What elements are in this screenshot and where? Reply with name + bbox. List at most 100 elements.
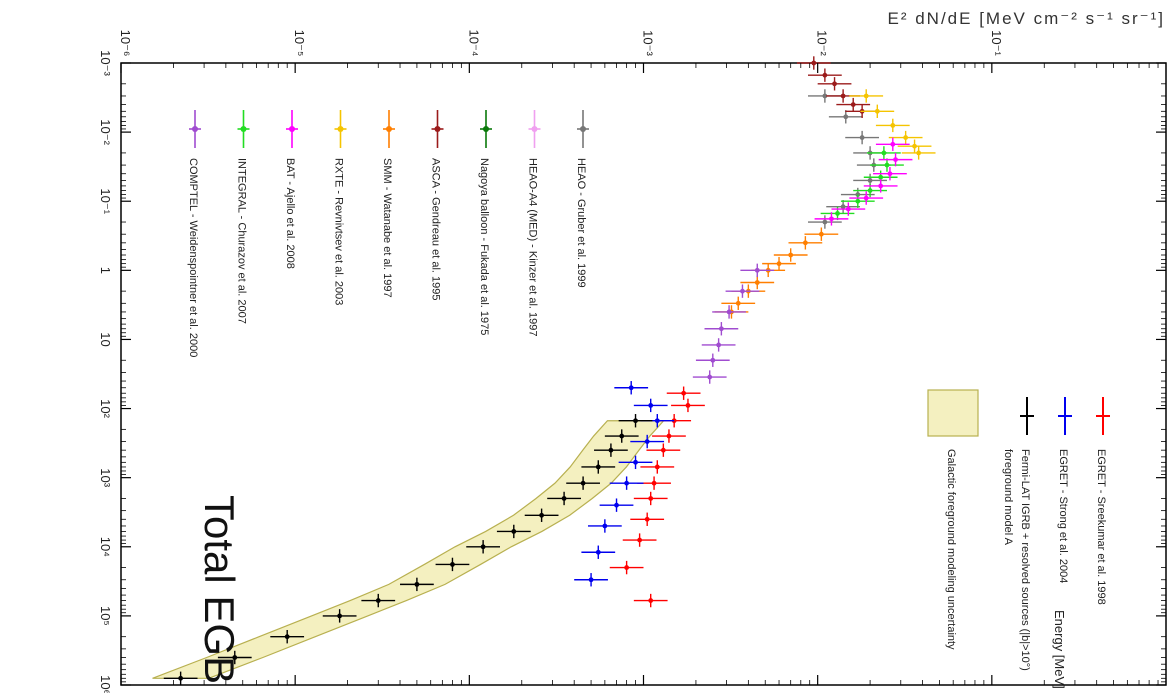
x-tick-label: 10⁴ (98, 537, 113, 557)
legend-layer: COMPTEL - Weidenspointner et al. 2000 INT… (187, 110, 1110, 671)
legend-label: HEAO - Gruber et al. 1999 (575, 158, 587, 288)
data-point (845, 206, 851, 212)
data-point (916, 150, 922, 156)
data-point (776, 261, 782, 267)
legend-label: EGRET - Sreekumar et al. 1998 (1095, 449, 1107, 605)
data-point (802, 240, 808, 246)
series-egret (609, 386, 705, 608)
data-point (884, 162, 890, 168)
data-point (874, 108, 880, 114)
data-point (788, 252, 794, 258)
fermi-uncertainty-band (152, 420, 665, 679)
series-asca (796, 56, 880, 119)
x-tick-label: 10⁻² (98, 119, 113, 145)
data-point (867, 188, 873, 193)
series-smm (714, 227, 839, 319)
data-point (511, 529, 517, 534)
data-point (887, 171, 893, 177)
x-tick-label: 10⁶ (98, 675, 113, 693)
x-tick-label: 10 (98, 332, 113, 346)
data-point (648, 402, 654, 408)
data-point (178, 675, 184, 681)
data-point (624, 480, 630, 486)
data-point (595, 464, 601, 470)
data-point (754, 280, 760, 285)
data-point (628, 385, 634, 391)
data-point (666, 433, 672, 439)
data-point (855, 198, 861, 204)
legend-label: COMPTEL - Weidenspointner et al. 2000 (187, 158, 199, 357)
x-tick-label: 10⁻¹ (98, 188, 113, 214)
series-comptel (692, 263, 775, 384)
data-point (863, 195, 869, 201)
data-point (654, 464, 660, 470)
data-point (707, 374, 713, 380)
data-point (539, 512, 545, 518)
data-point (867, 178, 873, 183)
data-point (912, 143, 917, 149)
data-point (903, 135, 909, 140)
data-point (660, 447, 666, 453)
data-point (818, 231, 824, 237)
x-tick-label: 10⁵ (98, 606, 113, 626)
data-point (716, 342, 722, 348)
data-point (375, 598, 381, 603)
data-point (840, 93, 846, 99)
x-tick-label: 10⁻³ (98, 50, 113, 76)
data-point (890, 123, 896, 128)
y-tick-label: 10⁻⁴ (466, 30, 481, 57)
data-point (835, 210, 840, 216)
data-point (637, 537, 643, 543)
data-point (450, 562, 455, 567)
data-point (608, 447, 614, 453)
y-tick-label: 10⁻⁵ (292, 30, 307, 57)
data-point (735, 300, 741, 306)
legend-label: HEAO-A4 (MED) - Kinzer et al. 1997 (527, 158, 539, 337)
total-egb-annotation: Total EGB (196, 495, 243, 684)
y-tick-label: 10⁻⁶ (118, 30, 133, 57)
data-point (337, 613, 343, 619)
data-point (878, 174, 884, 180)
legend-label: RXTE - Revnivtsev et al. 2003 (333, 158, 345, 305)
series-fermi-lat (163, 414, 653, 685)
data-point (588, 577, 594, 583)
legend-marker (386, 126, 392, 132)
data-point (863, 93, 869, 99)
data-point (681, 390, 687, 396)
data-point (651, 480, 657, 486)
data-point (414, 581, 420, 587)
plot-frame (120, 62, 1167, 686)
data-point (644, 439, 650, 444)
data-point (619, 433, 625, 439)
y-tick-label: 10⁻¹ (989, 30, 1004, 56)
series-rxte (849, 89, 936, 160)
legend-marker (580, 126, 586, 132)
data-point (602, 523, 608, 529)
legend-label: INTEGRAL - Churazov et al. 2007 (236, 158, 248, 324)
data-point (718, 326, 724, 332)
y-tick-label: 10⁻² (815, 30, 830, 56)
legend-marker (483, 126, 489, 132)
legend-label: BAT - Ajello et al. 2008 (284, 158, 296, 269)
data-point (232, 655, 238, 660)
data-point (832, 81, 837, 87)
y-tick-label: 10⁻³ (641, 30, 656, 56)
data-point (822, 219, 828, 225)
x-tick-label: 10² (98, 399, 113, 418)
series-bat (814, 137, 913, 226)
data-point (633, 418, 638, 424)
data-point (561, 496, 567, 501)
axis-layer: 10⁻³ 10⁻² 10⁻¹ 1 10 10² 10³ 10⁴ 10⁵ 10⁶ 10⁻⁶ 10⁻⁵ 10… (98, 30, 1166, 693)
data-point (840, 204, 846, 210)
legend-marker (434, 126, 441, 132)
data-point (754, 267, 760, 273)
data-point (648, 496, 654, 501)
data-point (614, 502, 619, 508)
data-point (740, 288, 745, 294)
data-point (654, 418, 660, 424)
legend-marker (289, 126, 295, 132)
data-point (480, 544, 486, 550)
data-point (859, 135, 865, 140)
data-point (284, 634, 290, 640)
